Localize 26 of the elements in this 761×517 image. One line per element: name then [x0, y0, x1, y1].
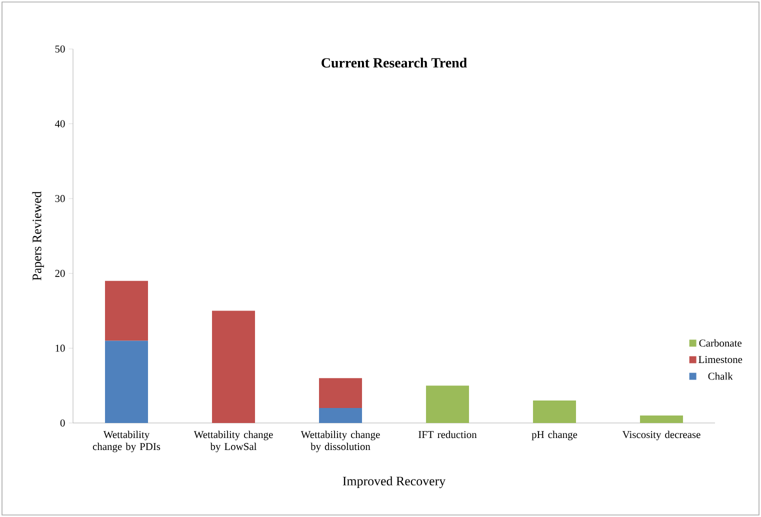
x-tick-label: IFT reduction: [418, 430, 477, 438]
y-tick-label: 10: [56, 344, 65, 352]
bar: [319, 378, 362, 408]
legend-label: Carbonate: [699, 339, 742, 347]
bar: [319, 408, 362, 423]
x-tick-label: Wettability change by dissolution: [300, 430, 380, 452]
bar: [533, 400, 576, 423]
y-tick-label: 50: [55, 45, 65, 53]
y-tick-label: 20: [55, 270, 65, 277]
bar: [640, 416, 684, 423]
legend-label: Chalk: [708, 372, 733, 380]
x-axis-title: Improved Recovery: [342, 476, 446, 488]
legend-label: Limestone: [698, 356, 742, 364]
y-tick-label: 30: [55, 195, 65, 202]
x-tick-label: Wettability change by PDIs: [92, 430, 160, 452]
bar: [105, 340, 148, 423]
y-tick-label: 40: [54, 120, 65, 128]
bar: [105, 280, 148, 341]
chart-title: Current Research Trend: [322, 58, 467, 68]
x-tick-label: pH change: [532, 430, 578, 440]
y-tick-label: 0: [60, 419, 65, 427]
x-tick-label: Viscosity decrease: [622, 430, 700, 440]
bar: [212, 310, 256, 423]
y-axis-title: Papers Reviewed: [32, 191, 44, 280]
bar: [426, 386, 470, 423]
x-tick-label: Wettability change by LowSal: [194, 430, 273, 452]
